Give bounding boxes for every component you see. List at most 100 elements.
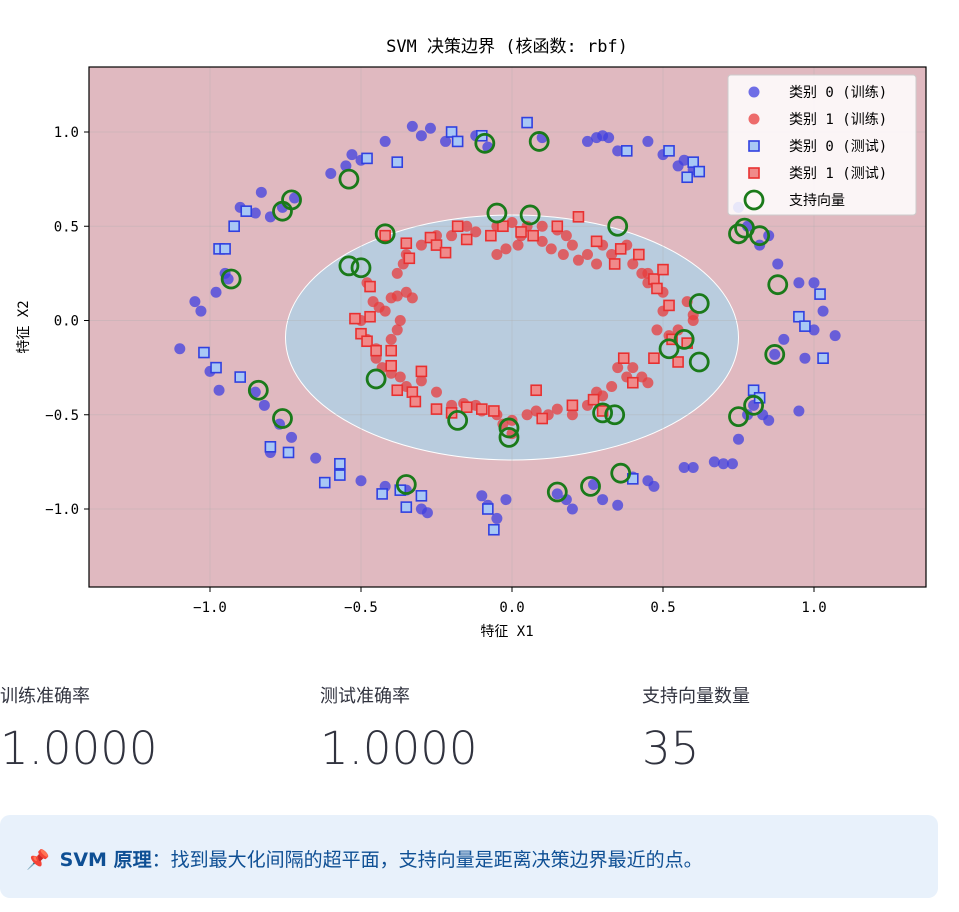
test-class-0-point [198,346,210,359]
support-vector-ring [604,404,626,426]
test-class-1-point [551,220,564,233]
train-class-1-point [536,220,548,232]
test-class-1-point [430,239,443,251]
support-vector-ring [498,417,520,439]
train-class-0-point [582,135,593,147]
train-class-1-point [391,324,403,336]
test-class-1-point [536,412,549,425]
y-tick-label: −1.0 [45,502,79,518]
y-axis-label: 特征 X2 [16,300,32,353]
test-class-1-point [391,384,404,397]
support-vector-ring [374,223,396,245]
train-class-0-point [415,130,427,142]
support-vector-ring [338,255,360,277]
train-class-0-point [612,145,624,157]
x-tick-label: −1.0 [193,600,227,616]
train-class-0-point [612,499,624,511]
test-class-0-point [817,352,829,365]
test-class-1-point [648,273,660,285]
test-class-1-point [403,252,416,265]
test-class-1-point [370,344,382,357]
train-class-0-point [379,135,391,147]
test-class-1-point [651,282,663,295]
train-class-0-point [793,277,805,289]
test-class-0-point [264,440,277,453]
train-class-0-point [597,494,609,506]
metric-value: 1.0000 [320,722,478,775]
support-vector-ring [350,257,372,279]
support-vector-ring [395,474,417,495]
test-class-1-point [566,399,579,412]
test-class-0-point [814,288,826,300]
test-class-0-point [361,152,373,165]
test-class-1-point [439,246,452,259]
support-vector-ring [688,351,710,373]
support-vector-ring [592,402,613,424]
train-class-0-point [255,186,267,198]
train-class-0-point [603,132,615,144]
train-class-1-point [536,235,548,247]
test-class-1-point [527,229,539,242]
y-axis-ticks: −1.0 −0.5 0.0 0.5 1.0 [45,125,89,518]
support-vector-ring [767,274,789,296]
test-class-0-point [391,156,404,168]
test-class-0-point [210,361,222,374]
legend-label: 类别 1 (测试) [789,166,887,182]
legend-label: 类别 1 (训练) [789,112,887,128]
legend-label: 类别 0 (训练) [789,85,887,101]
metric-value: 1.0000 [0,722,158,775]
test-class-1-point [515,226,527,238]
train-class-0-point [726,458,738,470]
test-class-1-point [406,386,419,398]
train-class-0-point [249,386,261,398]
info-text: 📌 SVM 原理：找到最大化间隔的超平面，支持向量是距离决策边界最近的点。 [26,845,703,872]
test-class-1-point [475,403,488,415]
train-class-1-point [560,230,572,242]
train-class-0-point [717,458,729,470]
metric-label: 测试准确率 [320,686,410,707]
test-class-1-point [485,229,497,242]
train-class-0-point [708,456,720,468]
train-class-0-point [799,352,811,364]
test-class-0-point [488,523,500,536]
train-class-0-point [195,305,207,317]
train-class-0-point [210,286,222,298]
train-class-0-point [213,384,225,396]
train-class-0-point [687,462,699,474]
train-class-0-point [588,478,600,490]
train-class-0-point [440,135,452,147]
test-class-1-point [488,405,500,417]
support-vector-ring [610,462,632,484]
train-class-1-point [506,216,518,228]
legend-box [727,74,917,216]
train-class-1-point [551,403,563,415]
train-class-0-point [778,333,790,345]
train-class-0-point [325,167,337,179]
train-class-0-point [566,503,578,515]
test-class-0-point [793,310,805,323]
test-class-0-point [228,220,240,233]
test-class-0-point [521,116,533,129]
test-class-0-point [234,371,246,383]
x-axis-ticks: −1.0 −0.5 0.0 0.5 1.0 [193,587,827,616]
metric-test-accuracy: 测试准确率 1.0000 [320,682,477,775]
train-class-1-point [406,292,418,304]
train-class-1-point [612,362,624,374]
test-class-0-point [282,446,295,459]
test-class-0-point [415,490,428,502]
series-4 [220,131,789,503]
support-vector-ring [728,223,749,245]
test-class-1-point [424,231,437,244]
test-class-1-point [460,401,473,414]
test-class-1-point [385,359,398,372]
support-vector-ring [519,204,541,226]
train-class-0-point [476,490,488,502]
support-vector-ring [272,408,293,429]
train-class-1-point [431,386,442,398]
train-class-0-point [678,154,690,166]
metric-support-vector-count: 支持向量数量 35 [642,682,750,775]
test-class-1-point [614,243,627,255]
support-vector-ring [749,225,771,247]
test-class-1-point [364,310,376,323]
support-vector-ring [673,328,695,350]
